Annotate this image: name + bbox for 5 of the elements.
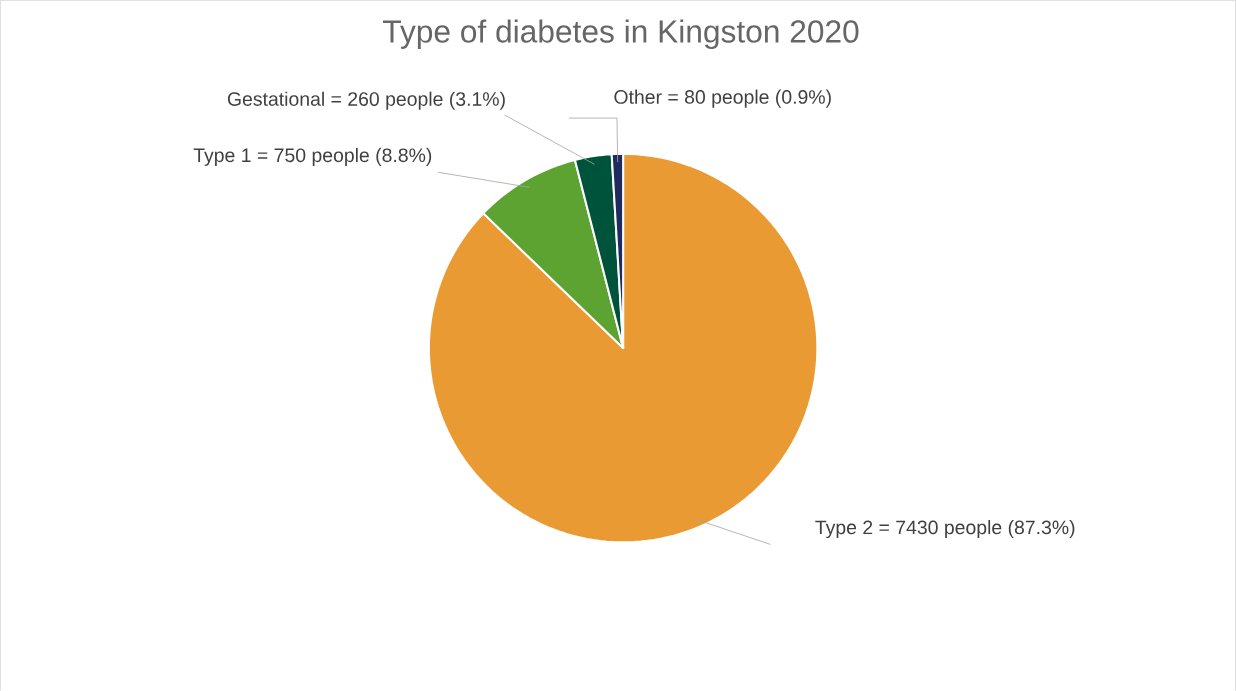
slice-label: Type 1 = 750 people (8.8%) — [193, 147, 432, 166]
chart-title: Type of diabetes in Kingston 2020 — [383, 19, 859, 49]
slice-label: Other = 80 people (0.9%) — [614, 89, 831, 108]
slice-label: Type 2 = 7430 people (87.3%) — [815, 519, 1075, 539]
slice-label: Gestational = 260 people (3.1%) — [227, 91, 505, 110]
